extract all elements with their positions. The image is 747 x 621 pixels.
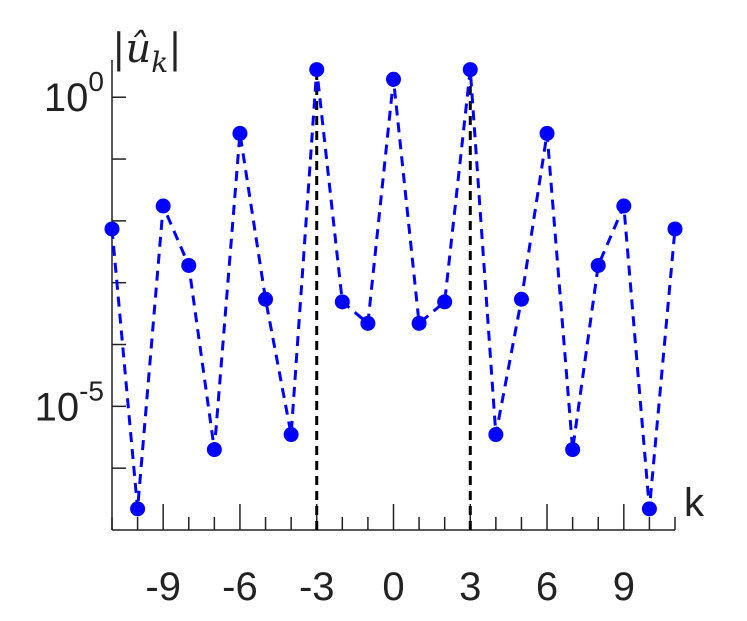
data-point [334,294,350,310]
data-point [590,257,606,273]
x-tick-label: -6 [222,565,258,609]
data-point [616,198,632,214]
data-point [462,62,478,78]
data-point [437,294,453,310]
data-point [283,427,299,443]
x-tick-label: 6 [536,565,558,609]
x-tick-label: 3 [459,565,481,609]
data-point [258,291,274,307]
data-point [309,62,325,78]
data-point [386,71,401,87]
x-tick-label: 0 [382,565,404,609]
y-axis-label: |ûk| [112,26,182,79]
x-tick-label: -3 [299,565,335,609]
data-point [206,442,222,458]
data-point [130,501,146,517]
x-tick-label: 9 [613,565,635,609]
x-tick-label: -9 [145,565,181,609]
x-axis-label: k [684,481,705,525]
y-tick-label: 100 [44,66,104,120]
data-point [181,257,197,273]
series-line [110,69,677,509]
data-point [641,501,657,517]
data-point [360,315,376,331]
data-point [232,125,248,141]
y-tick-label: 10-5 [35,375,104,429]
data-point [667,221,683,237]
data-point [411,315,427,331]
data-point [488,427,504,443]
data-point [513,291,529,307]
data-point [155,198,171,214]
data-point [565,442,581,458]
data-point [104,221,120,237]
data-point [539,125,555,141]
